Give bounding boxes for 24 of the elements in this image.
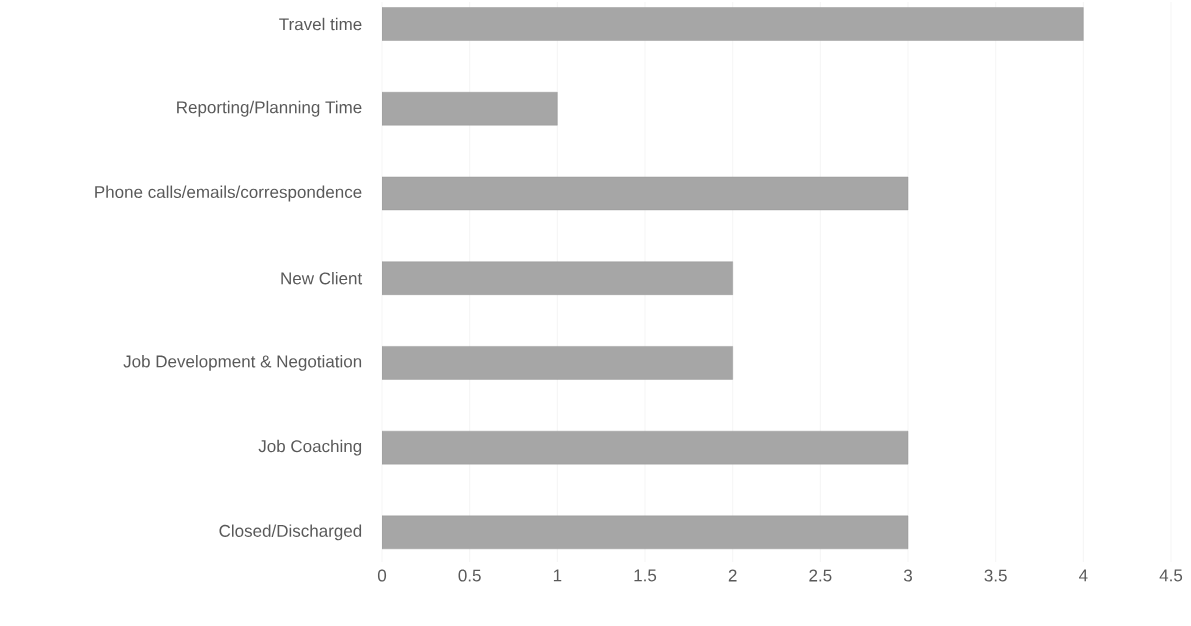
- x-tick-label: 0: [377, 569, 387, 582]
- x-tick-label: 4.5: [1159, 569, 1183, 582]
- y-tick-label: Phone calls/emails/correspondence: [95, 185, 362, 202]
- bar: [382, 92, 558, 126]
- bar: [382, 346, 733, 380]
- y-tick-label: Job Development & Negotiation: [123, 354, 362, 371]
- x-tick-label: 0.5: [458, 569, 481, 582]
- bar: [382, 7, 1084, 41]
- bar: [382, 176, 909, 211]
- x-tick-label: 2: [728, 569, 737, 582]
- x-tick-label: 1: [553, 569, 562, 582]
- x-tick-label: 2.5: [809, 569, 832, 582]
- x-tick-label: 4: [1079, 569, 1088, 582]
- y-tick-label: Closed/Discharged: [219, 524, 362, 541]
- bar: [382, 430, 909, 465]
- bar: [382, 261, 733, 295]
- x-tick-label: 1.5: [634, 569, 657, 582]
- x-tick-label: 3.5: [984, 569, 1007, 582]
- y-tick-label: Job Coaching: [258, 439, 362, 456]
- y-tick-label: Reporting/Planning Time: [177, 100, 362, 117]
- bar: [382, 515, 909, 550]
- y-tick-label: Travel time: [279, 17, 362, 31]
- x-tick-label: 3: [903, 569, 912, 582]
- y-tick-label: New Client: [281, 271, 363, 285]
